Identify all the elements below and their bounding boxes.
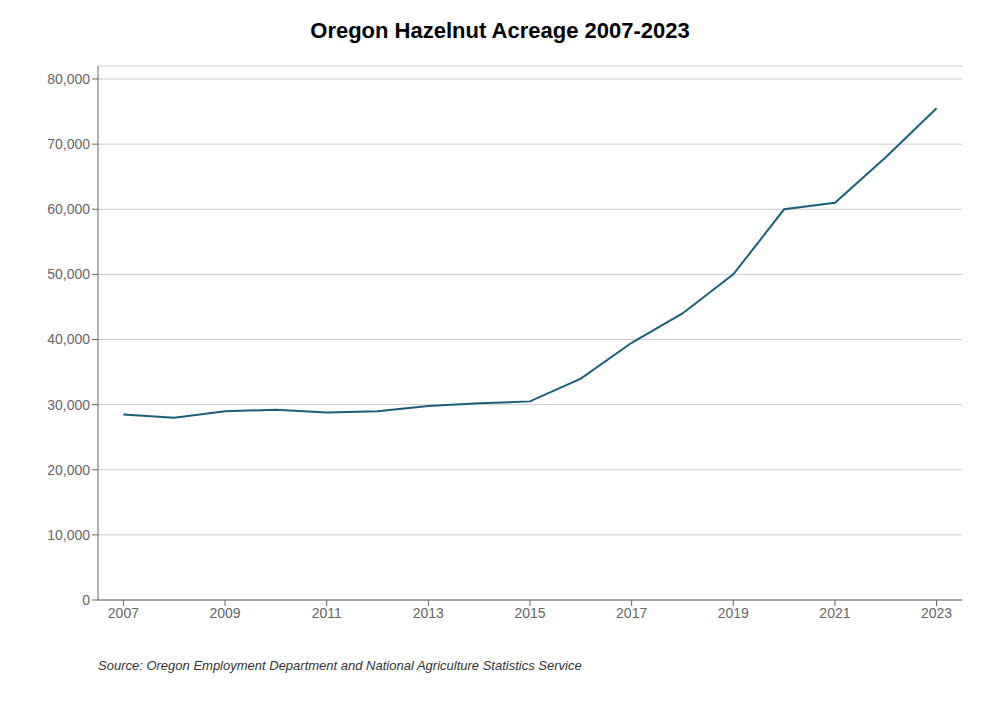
svg-text:2019: 2019	[718, 605, 749, 621]
svg-text:40,000: 40,000	[47, 331, 90, 347]
svg-text:2013: 2013	[413, 605, 444, 621]
svg-text:2011: 2011	[312, 605, 342, 621]
svg-text:2007: 2007	[108, 605, 139, 621]
svg-text:2015: 2015	[514, 605, 545, 621]
svg-text:20,000: 20,000	[47, 462, 90, 478]
svg-text:2009: 2009	[209, 605, 240, 621]
svg-text:0: 0	[82, 592, 90, 608]
html-text:Oregon Hazelnut Acreage 2007-2: Oregon Hazelnut Acreage 2007-2023	[310, 18, 690, 43]
svg-text:50,000: 50,000	[47, 266, 90, 282]
html-text:Source: Oregon Employment Depa: Source: Oregon Employment Department and…	[98, 658, 582, 673]
svg-text:30,000: 30,000	[47, 397, 90, 413]
svg-text:2023: 2023	[921, 605, 952, 621]
svg-text:80,000: 80,000	[47, 71, 90, 87]
svg-text:2021: 2021	[819, 605, 850, 621]
svg-text:70,000: 70,000	[47, 136, 90, 152]
svg-text:10,000: 10,000	[47, 527, 90, 543]
svg-text:2017: 2017	[616, 605, 647, 621]
svg-text:60,000: 60,000	[47, 201, 90, 217]
